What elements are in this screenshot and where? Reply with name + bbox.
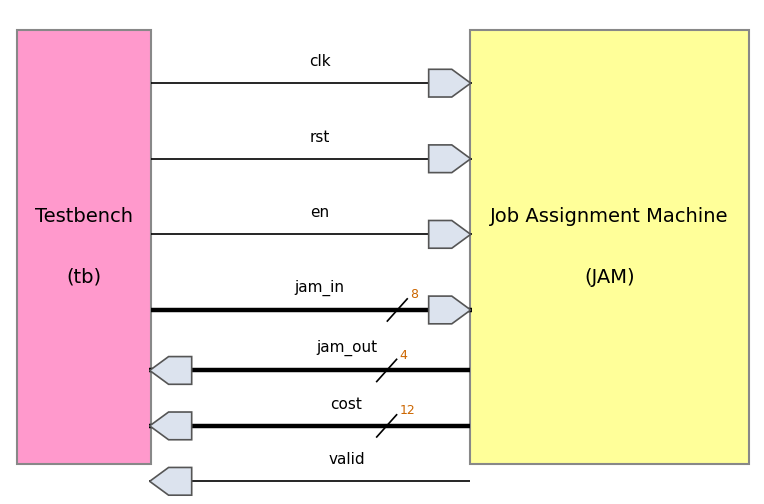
Text: (JAM): (JAM) [584, 268, 635, 287]
Text: Job Assignment Machine: Job Assignment Machine [490, 207, 729, 226]
Text: 8: 8 [410, 288, 418, 301]
Polygon shape [150, 412, 192, 439]
Polygon shape [429, 296, 471, 324]
Text: jam_in: jam_in [295, 280, 345, 296]
Bar [17, 30, 151, 464]
Text: 12: 12 [400, 404, 416, 417]
Text: 4: 4 [400, 349, 407, 362]
Polygon shape [150, 468, 192, 495]
Text: Testbench: Testbench [34, 207, 133, 226]
Text: en: en [310, 205, 329, 220]
Polygon shape [429, 221, 471, 248]
Polygon shape [429, 70, 471, 97]
Text: rst: rst [309, 130, 330, 145]
Text: valid: valid [329, 452, 364, 467]
Text: cost: cost [331, 397, 362, 412]
Text: (tb): (tb) [66, 268, 101, 287]
Bar [470, 30, 749, 464]
Text: clk: clk [309, 54, 331, 69]
Polygon shape [429, 145, 471, 172]
Polygon shape [150, 357, 192, 384]
Text: jam_out: jam_out [316, 340, 377, 356]
